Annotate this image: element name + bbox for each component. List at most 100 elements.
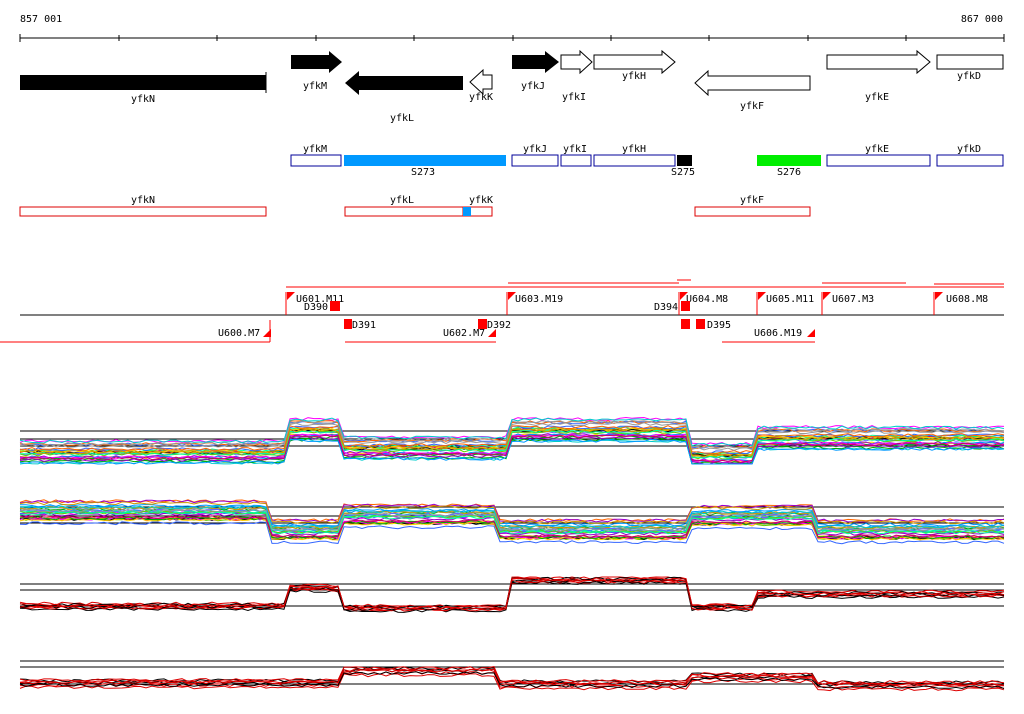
- svg-text:yfkI: yfkI: [562, 92, 586, 103]
- svg-text:S273: S273: [411, 167, 435, 178]
- downshift-D391[interactable]: D391: [344, 319, 376, 331]
- svg-text:yfkE: yfkE: [865, 144, 889, 155]
- gene-yfkH[interactable]: yfkH: [593, 49, 676, 82]
- svg-text:yfkD: yfkD: [957, 71, 981, 82]
- segment-S276[interactable]: S276: [757, 155, 821, 178]
- forward-feature-yfkM[interactable]: yfkM: [290, 144, 342, 167]
- reverse-feature-track: yfkN yfkL yfkK yfkF: [19, 195, 811, 217]
- forward-feature-yfkE[interactable]: yfkE: [826, 144, 931, 167]
- forward-feature-yfkD[interactable]: yfkD: [936, 144, 1004, 167]
- upshift-U600[interactable]: U600.M7: [218, 328, 271, 339]
- svg-text:yfkJ: yfkJ: [521, 81, 545, 92]
- svg-text:U600.M7: U600.M7: [218, 328, 260, 339]
- profile-line: [19, 422, 1005, 451]
- profile-line: [19, 434, 1005, 464]
- gene-yfkN[interactable]: yfkN: [20, 72, 267, 105]
- expression-panel-reverse: [19, 499, 1005, 545]
- upshift-U608[interactable]: U608.M8: [933, 292, 988, 315]
- svg-text:yfkD: yfkD: [957, 144, 981, 155]
- profile-line: [19, 417, 1005, 447]
- profile-line: [19, 505, 1005, 529]
- shift-track: U601.M11 U603.M19 U604.M8 U605.M11 U607.…: [0, 279, 1004, 343]
- gene-yfkE[interactable]: yfkE: [826, 49, 931, 103]
- svg-text:yfkI: yfkI: [563, 144, 587, 155]
- reverse-feature-yfkF[interactable]: yfkF: [694, 195, 811, 217]
- profile-line: [19, 521, 1005, 545]
- svg-text:U608.M8: U608.M8: [946, 294, 988, 305]
- profile-line: [19, 578, 1005, 611]
- svg-text:yfkF: yfkF: [740, 101, 764, 112]
- upshift-U604[interactable]: U604.M8: [678, 292, 728, 315]
- forward-feature-yfkJ[interactable]: yfkJ: [511, 144, 559, 167]
- profile-line: [19, 512, 1005, 536]
- svg-text:yfkM: yfkM: [303, 144, 327, 155]
- gene-track: yfkN yfkM yfkL yfkK yfkJ yfkI yfkH yfkF: [20, 49, 1004, 124]
- profile-line: [19, 666, 1005, 685]
- gene-yfkL[interactable]: yfkL: [345, 71, 463, 124]
- downshift-D392[interactable]: D392: [478, 319, 511, 331]
- downshift-D390[interactable]: D390: [304, 301, 340, 313]
- svg-text:D394: D394: [654, 302, 678, 313]
- profile-line: [19, 508, 1005, 532]
- svg-text:U603.M19: U603.M19: [515, 294, 563, 305]
- gene-yfkF[interactable]: yfkF: [694, 69, 811, 112]
- downshift-D395[interactable]: D395: [681, 319, 731, 331]
- segment-S273[interactable]: S273: [344, 155, 506, 178]
- svg-text:yfkK: yfkK: [469, 92, 493, 103]
- upshift-U606[interactable]: U606.M19: [754, 328, 815, 339]
- reverse-feature-yfkN[interactable]: yfkN: [19, 195, 267, 217]
- profile-line: [19, 433, 1005, 463]
- svg-text:U606.M19: U606.M19: [754, 328, 802, 339]
- expression-panel-forward: [19, 416, 1005, 465]
- profile-line: [20, 429, 1005, 459]
- profile-line: [19, 438, 1005, 465]
- profile-line: [19, 517, 1005, 541]
- profile-line: [19, 419, 1005, 449]
- svg-text:U602.M7: U602.M7: [443, 328, 485, 339]
- gene-yfkJ[interactable]: yfkJ: [512, 51, 559, 92]
- svg-text:yfkH: yfkH: [622, 71, 646, 82]
- profile-line: [19, 581, 1005, 613]
- gene-yfkK[interactable]: yfkK: [469, 68, 493, 103]
- svg-text:U605.M11: U605.M11: [766, 294, 814, 305]
- end-coordinate: 867 000: [961, 14, 1003, 25]
- coordinate-ruler: 857 001 867 000: [19, 14, 1005, 42]
- svg-text:yfkE: yfkE: [865, 92, 889, 103]
- forward-feature-track: yfkM S273 yfkJ yfkI yfkH S275 S276 yfkE: [290, 144, 1004, 178]
- svg-text:yfkN: yfkN: [131, 195, 155, 206]
- upshift-U605[interactable]: U605.M11: [756, 292, 814, 315]
- svg-text:yfkK: yfkK: [469, 195, 493, 206]
- upshift-U603[interactable]: U603.M19: [506, 292, 563, 315]
- svg-text:yfkM: yfkM: [303, 81, 327, 92]
- profile-line: [19, 501, 1005, 525]
- svg-text:yfkL: yfkL: [390, 195, 414, 206]
- profile-line: [19, 428, 1005, 458]
- svg-text:yfkN: yfkN: [131, 94, 155, 105]
- svg-text:U601.M11: U601.M11: [296, 294, 344, 305]
- reverse-feature-yfkK[interactable]: yfkK: [462, 195, 493, 217]
- downshift-D394[interactable]: D394: [654, 301, 690, 313]
- svg-text:U607.M3: U607.M3: [832, 294, 874, 305]
- segment-S275[interactable]: S275: [671, 155, 695, 178]
- gene-yfkD[interactable]: yfkD: [936, 54, 1004, 82]
- expression-panel-forward-summary: [19, 576, 1005, 613]
- profile-line: [19, 503, 1005, 527]
- upshift-U607[interactable]: U607.M3: [821, 292, 874, 315]
- svg-text:yfkF: yfkF: [740, 195, 764, 206]
- gene-yfkI[interactable]: yfkI: [560, 49, 593, 103]
- expression-panel-reverse-summary: [19, 660, 1005, 692]
- start-coordinate: 857 001: [20, 14, 62, 25]
- expression-profiles: [19, 416, 1005, 692]
- reverse-feature-yfkL[interactable]: yfkL: [344, 195, 464, 217]
- profile-line: [19, 671, 1005, 690]
- svg-text:yfkJ: yfkJ: [523, 144, 547, 155]
- profile-line: [19, 577, 1005, 610]
- upshift-U601[interactable]: U601.M11: [287, 292, 344, 305]
- svg-text:U604.M8: U604.M8: [686, 294, 728, 305]
- gene-yfkM[interactable]: yfkM: [291, 51, 342, 92]
- upshift-U602[interactable]: U602.M7: [443, 328, 496, 339]
- forward-feature-yfkI[interactable]: yfkI: [560, 144, 592, 167]
- forward-feature-yfkH[interactable]: yfkH: [593, 144, 676, 167]
- svg-text:D390: D390: [304, 302, 328, 313]
